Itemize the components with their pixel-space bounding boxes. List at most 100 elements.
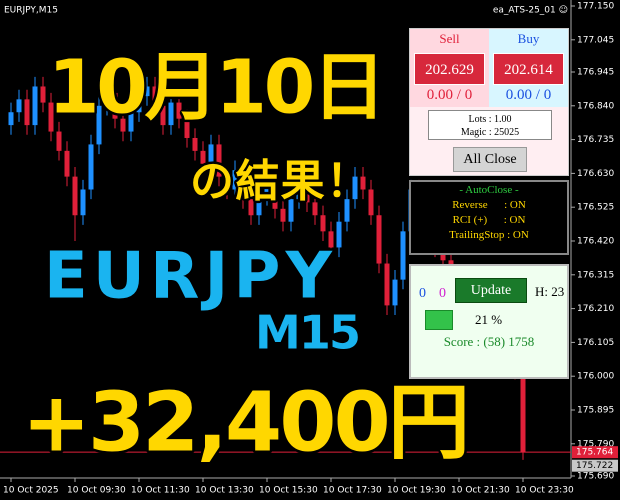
- sell-price[interactable]: 202.629: [414, 53, 485, 85]
- candle-body: [240, 170, 246, 200]
- candle-body: [264, 183, 270, 196]
- candle-body: [168, 102, 174, 126]
- candle-body: [336, 221, 342, 248]
- candle-body: [272, 183, 278, 209]
- candle-body: [392, 279, 398, 306]
- y-tick-label: 176.630: [577, 169, 614, 179]
- hour: H: 23: [535, 284, 565, 299]
- x-tick-label: 10 Oct 23:30: [515, 486, 574, 496]
- candle-body: [520, 369, 526, 453]
- candle-body: [64, 150, 70, 177]
- candle-body: [384, 263, 390, 306]
- y-tick-label: 175.790: [577, 439, 614, 449]
- candle-body: [288, 199, 294, 222]
- y-tick-label: 176.210: [577, 304, 614, 314]
- y-tick-label: 176.525: [577, 203, 614, 213]
- y-tick-label: 175.895: [577, 406, 614, 416]
- price-tag: [572, 459, 618, 472]
- count-a: 0: [419, 286, 426, 301]
- y-tick-label: 176.420: [577, 237, 614, 247]
- overlay-result: の結果！: [190, 156, 370, 207]
- buy-price[interactable]: 202.614: [493, 53, 564, 85]
- candle-body: [8, 112, 14, 126]
- y-tick-label: 176.735: [577, 135, 614, 145]
- candle-body: [248, 199, 254, 216]
- candle-body: [224, 176, 230, 190]
- candle-body: [304, 183, 310, 203]
- candle-body: [208, 144, 214, 164]
- candle-body: [144, 86, 150, 97]
- candle-body: [352, 176, 358, 200]
- magic: Magic : 25025: [460, 127, 520, 138]
- candle-body: [32, 86, 38, 126]
- price-tag-label: 175.764: [576, 448, 613, 458]
- progress: 21 %: [475, 312, 503, 327]
- ea-label: ea_ATS-25_01 ☺: [493, 5, 568, 16]
- overlay-pair: EURJPY: [44, 240, 333, 314]
- sell-pl: 0.00 / 0: [426, 87, 473, 103]
- lots-box: Lots : 1.00 Magic : 25025: [428, 110, 552, 140]
- candle-body: [376, 215, 382, 264]
- price-tag: [572, 446, 618, 459]
- candle-body: [320, 215, 326, 232]
- x-tick-label: 10 Oct 13:30: [195, 486, 254, 496]
- price-tag-label: 175.722: [576, 461, 613, 471]
- candle-body: [80, 189, 86, 216]
- candle-body: [192, 137, 198, 151]
- x-tick-label: 10 Oct 19:30: [387, 486, 446, 496]
- candle-body: [56, 131, 62, 151]
- y-tick-label: 177.150: [577, 2, 614, 12]
- candle-body: [232, 170, 238, 190]
- candle-body: [280, 208, 286, 222]
- candle-body: [24, 99, 30, 126]
- y-tick-label: 176.105: [577, 338, 614, 348]
- overlay-profit: +32,400円: [22, 375, 470, 470]
- candle-body: [216, 144, 222, 177]
- all-close-button[interactable]: All Close: [453, 147, 527, 172]
- y-tick-label: 176.945: [577, 67, 614, 77]
- y-tick-label: 176.840: [577, 101, 614, 111]
- candle-body: [256, 195, 262, 216]
- progress-bar: [425, 310, 453, 330]
- candle-body: [176, 102, 182, 119]
- buy-label: Buy: [489, 29, 568, 49]
- candle-body: [48, 102, 54, 132]
- candle-body: [200, 150, 206, 164]
- y-tick-label: 175.690: [577, 472, 614, 482]
- trade-panel: Sell Buy 202.629 202.614 0.00 / 0 0.00 /…: [409, 28, 569, 176]
- candle-body: [72, 176, 78, 216]
- y-tick-label: 176.315: [577, 270, 614, 280]
- candle-body: [360, 176, 366, 190]
- update-button[interactable]: Update: [455, 278, 527, 303]
- symbol-label: EURJPY,M15: [4, 6, 58, 16]
- x-tick-label: 10 Oct 11:30: [131, 486, 190, 496]
- candle-body: [368, 189, 374, 216]
- candle-body: [152, 86, 158, 106]
- overlay-date: 10月10日: [48, 45, 386, 131]
- x-tick-label: 10 Oct 17:30: [323, 486, 382, 496]
- x-tick-label: 10 Oct 09:30: [67, 486, 126, 496]
- candle-body: [88, 144, 94, 190]
- autoclose-panel: - AutoClose - Reverse : ON RCI (+) : ON …: [409, 180, 569, 255]
- lots: Lots : 1.00: [468, 114, 512, 125]
- autoclose-row: TrailingStop : ON: [449, 229, 529, 241]
- y-tick-label: 176.000: [577, 372, 614, 382]
- candle-body: [136, 96, 142, 113]
- candle-body: [96, 105, 102, 145]
- x-tick-label: 10 Oct 21:30: [451, 486, 510, 496]
- autoclose-row: Reverse : ON: [452, 199, 526, 211]
- overlay-timeframe: M15: [255, 306, 361, 360]
- autoclose-title: - AutoClose -: [459, 184, 519, 196]
- autoclose-row: RCI (+) : ON: [452, 214, 526, 226]
- score: Score : (58) 1758: [443, 334, 535, 349]
- x-tick-label: 10 Oct 2025: [3, 486, 59, 496]
- candle-body: [40, 86, 46, 103]
- candle-body: [120, 118, 126, 132]
- sell-label: Sell: [410, 29, 489, 49]
- candle-body: [128, 112, 134, 132]
- candle-body: [160, 105, 166, 126]
- buy-pl: 0.00 / 0: [505, 87, 552, 103]
- candle-body: [112, 92, 118, 119]
